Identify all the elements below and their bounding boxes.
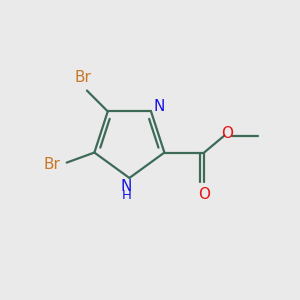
Text: Br: Br xyxy=(44,157,60,172)
Text: O: O xyxy=(198,187,210,202)
Text: Br: Br xyxy=(75,70,92,85)
Text: H: H xyxy=(122,188,131,202)
Text: N: N xyxy=(154,99,165,114)
Text: O: O xyxy=(221,126,233,141)
Text: N: N xyxy=(121,179,132,194)
